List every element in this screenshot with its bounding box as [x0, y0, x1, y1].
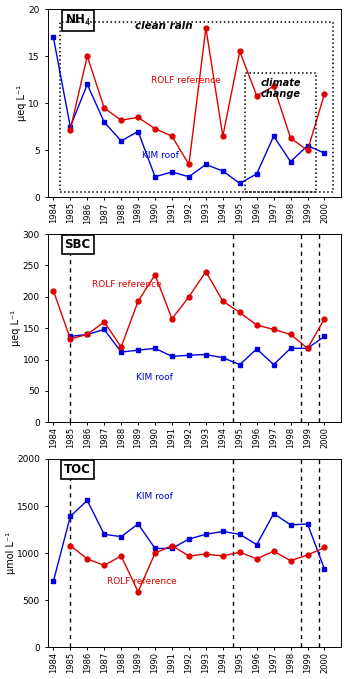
Text: KIM roof: KIM roof: [136, 373, 173, 382]
Y-axis label: μmol L⁻¹: μmol L⁻¹: [6, 532, 16, 574]
Text: SBC: SBC: [65, 238, 91, 251]
Text: TOC: TOC: [64, 462, 91, 476]
Text: clean rain: clean rain: [135, 21, 193, 31]
Text: ROLF reference: ROLF reference: [151, 76, 221, 85]
Text: ROLF reference: ROLF reference: [92, 280, 162, 289]
Text: KIM roof: KIM roof: [142, 151, 179, 160]
Text: NH$_4$: NH$_4$: [65, 13, 91, 28]
Text: climate
change: climate change: [260, 78, 301, 99]
Text: ROLF reference: ROLF reference: [107, 577, 177, 586]
Y-axis label: μeq L⁻¹: μeq L⁻¹: [17, 86, 27, 122]
Text: KIM roof: KIM roof: [136, 492, 173, 501]
Y-axis label: μeq L⁻¹: μeq L⁻¹: [11, 310, 21, 346]
